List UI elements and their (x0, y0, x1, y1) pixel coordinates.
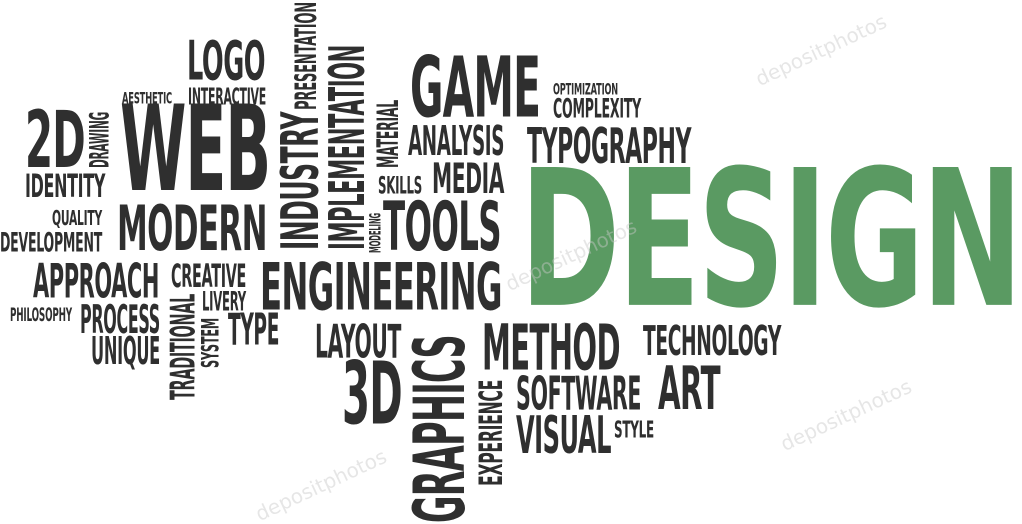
word-aesthetic: AESTHETIC (122, 88, 172, 108)
word-complexity: COMPLEXITY (553, 92, 642, 125)
word-modeling: MODELING (365, 213, 385, 253)
word-technology: TECHNOLOGY (643, 317, 781, 366)
watermark: depositphotos (751, 9, 891, 91)
word-tools: TOOLS (383, 186, 502, 266)
word-livery: LIVERY (202, 285, 246, 318)
word-style: STYLE (614, 415, 654, 443)
word-material: MATERIAL (370, 100, 405, 168)
word-development: DEVELOPMENT (0, 226, 103, 259)
word-media: MEDIA (432, 154, 505, 204)
watermark: depositphotos (776, 374, 916, 456)
word-game: GAME (410, 38, 541, 137)
word-optimization: OPTIMIZATION (553, 79, 618, 99)
word-skills: SKILLS (378, 170, 423, 199)
word-visual: VISUAL (516, 405, 611, 466)
word-unique: UNIQUE (91, 328, 160, 373)
word-method: METHOD (482, 310, 621, 385)
word-graphics: GRAPHICS (398, 335, 482, 523)
word-drawing: DRAWING (83, 111, 116, 168)
word-typography: TYPOGRAPHY (527, 117, 691, 175)
word-3d: 3D (342, 343, 403, 445)
word-logo: LOGO (187, 29, 266, 93)
word-creative: CREATIVE (171, 257, 247, 296)
word-identity: IDENTITY (25, 167, 106, 206)
word-interactive: INTERACTIVE (188, 82, 267, 110)
word-approach: APPROACH (33, 254, 159, 310)
word-presentation: PRESENTATION (288, 2, 323, 111)
word-system: SYSTEM (195, 318, 224, 368)
word-design: DESIGN (520, 128, 1022, 350)
word-engineering: ENGINEERING (260, 249, 503, 325)
word-quality: QUALITY (52, 206, 103, 231)
word-art: ART (658, 353, 721, 423)
word-industry: INDUSTRY (270, 111, 331, 250)
word-modern: MODERN (117, 192, 267, 266)
word-analysis: ANALYSIS (408, 117, 505, 166)
word-type: TYPE (228, 304, 280, 355)
watermark: depositphotos (251, 444, 391, 524)
word-2d: 2D (25, 93, 86, 186)
word-layout: LAYOUT (315, 314, 401, 369)
word-web: WEB (120, 79, 271, 219)
word-implementation: IMPLEMENTATION (318, 45, 376, 251)
word-software: SOFTWARE (516, 366, 642, 421)
word-experience: EXPERIENCE (472, 380, 511, 486)
word-philosophy: PHILOSOPHY (10, 303, 72, 326)
word-process: PROCESS (80, 295, 160, 342)
